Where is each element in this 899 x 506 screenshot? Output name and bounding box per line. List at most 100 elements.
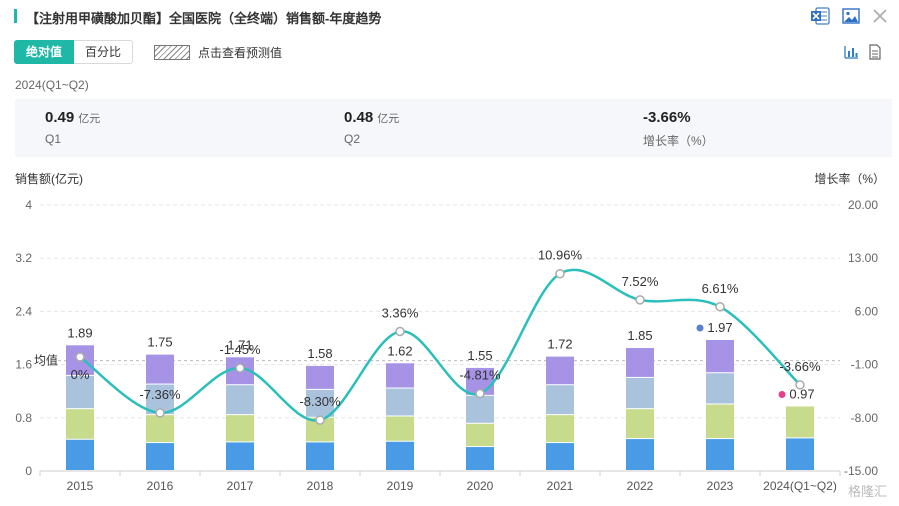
bar-segment — [386, 441, 414, 470]
bar-segment — [706, 373, 734, 404]
bar-total-label: 1.55 — [467, 348, 492, 363]
excel-icon[interactable] — [810, 7, 830, 25]
tab-absolute[interactable]: 绝对值 — [14, 40, 75, 64]
title-bar: 【注射用甲磺酸加贝酯】全国医院（全终端）销售额-年度趋势 — [0, 0, 899, 34]
y2-axis-title: 增长率（%） — [814, 172, 885, 186]
bar-segment — [546, 415, 574, 443]
summary-panel: 0.49 亿元 Q1 0.48 亿元 Q2 -3.66% 增长率（%） — [15, 99, 892, 157]
chart-plot: 0 0.8 1.6 2.4 3.2 4 -15.00 -8.00 -1.00 6.00 13.00 2… — [15, 198, 879, 493]
growth-point — [315, 415, 325, 425]
stat-q2-label: Q2 — [344, 132, 361, 146]
x-tick-label: 2018 — [307, 479, 334, 493]
growth-label: -7.36% — [139, 387, 181, 402]
legend-dot — [696, 324, 704, 332]
y2-tick-label: 13.00 — [848, 251, 878, 265]
stat-growth-label: 增长率（%） — [643, 134, 714, 148]
table-icon[interactable] — [867, 44, 883, 60]
bar-segment — [626, 409, 654, 439]
y2-tick-label: 20.00 — [848, 198, 878, 212]
stat-q2-unit: 亿元 — [377, 113, 400, 125]
bar-total-label: 0.97 — [789, 386, 814, 401]
stat-growth-value: -3.66% — [643, 109, 691, 126]
x-tick-label: 2017 — [227, 479, 254, 493]
bar-segment — [386, 363, 414, 388]
bar-segment — [306, 417, 334, 442]
stat-q1: 0.49 亿元 Q1 — [45, 109, 100, 146]
bar-segment — [226, 385, 254, 415]
legend-dot — [778, 390, 786, 398]
bar-segment — [466, 395, 494, 423]
bar-chart-icon[interactable] — [843, 44, 859, 60]
growth-label: 7.52% — [622, 274, 659, 289]
bar-segment — [786, 406, 814, 438]
y-tick-label: 4 — [25, 198, 32, 212]
bar-segment — [546, 356, 574, 385]
bar-total-label: 1.58 — [307, 346, 332, 361]
watermark: 格隆汇 — [847, 484, 887, 499]
bar-segment — [66, 409, 94, 439]
growth-label: -4.81% — [459, 368, 501, 383]
y-tick-label: 2.4 — [15, 304, 32, 318]
bar-segment — [386, 416, 414, 441]
y2-tick-label: -1.00 — [851, 358, 879, 372]
growth-point — [235, 363, 245, 373]
x-tick-label: 2020 — [467, 479, 494, 493]
bar-segment — [626, 439, 654, 470]
y2-tick-label: 6.00 — [855, 304, 879, 318]
growth-point — [475, 388, 485, 399]
stat-growth: -3.66% 增长率（%） — [643, 109, 714, 149]
growth-point — [795, 380, 805, 390]
bar-total-label: 1.85 — [627, 328, 652, 343]
image-icon[interactable] — [841, 7, 861, 25]
bar-segment — [706, 339, 734, 373]
period-label: 2024(Q1~Q2) — [15, 78, 89, 92]
growth-label: 3.36% — [382, 305, 419, 320]
growth-label: -1.45% — [219, 342, 261, 357]
bar-segment — [66, 375, 94, 409]
bar-segment — [626, 377, 654, 409]
growth-point — [155, 408, 165, 418]
x-tick-label: 2016 — [147, 479, 174, 493]
bar-segment — [306, 442, 334, 470]
x-tick-label: 2021 — [547, 479, 574, 493]
bar-segment — [146, 443, 174, 470]
page-title: 【注射用甲磺酸加贝酯】全国医院（全终端）销售额-年度趋势 — [26, 11, 382, 26]
bar-segment — [146, 354, 174, 384]
growth-label: -3.66% — [779, 359, 821, 374]
bar-segment — [306, 365, 334, 389]
stat-q1-value: 0.49 — [45, 109, 75, 126]
growth-label: -8.30% — [299, 394, 341, 409]
x-tick-label: 2024(Q1~Q2) — [763, 479, 837, 493]
bar-segment — [706, 439, 734, 470]
y-axis-title: 销售额(亿元) — [15, 172, 83, 186]
x-tick-label: 2022 — [627, 479, 654, 493]
stat-q1-unit: 亿元 — [78, 113, 101, 125]
growth-point — [635, 295, 645, 305]
tab-percent[interactable]: 百分比 — [74, 40, 134, 64]
growth-point — [555, 268, 565, 279]
bar-segment — [626, 347, 654, 377]
bar-segment — [546, 385, 574, 415]
average-label: 均值 — [34, 353, 58, 368]
bar-total-label: 1.97 — [707, 320, 732, 335]
growth-point — [75, 352, 85, 362]
y2-tick-label: -8.00 — [851, 411, 879, 425]
sales-trend-chart: 销售额(亿元) 增长率（%） 0 0.8 1.6 2.4 3.2 4 -15.00 -8.00… — [0, 160, 899, 506]
y-tick-label: 3.2 — [15, 251, 32, 265]
bar-segment — [546, 443, 574, 470]
bar-total-label: 1.71 — [227, 337, 252, 352]
bar-segment — [706, 404, 734, 439]
bar-segment — [66, 439, 94, 470]
bar-segment — [146, 415, 174, 443]
bar-segment — [466, 447, 494, 470]
x-tick-label: 2019 — [387, 479, 414, 493]
bar-total-label: 1.89 — [67, 325, 92, 340]
forecast-label: 点击查看预测值 — [198, 46, 283, 60]
forecast-toggle[interactable]: 点击查看预测值 — [154, 44, 282, 61]
bar-segment — [386, 388, 414, 416]
bar-total-label: 1.75 — [147, 335, 172, 350]
bar-total-label: 1.62 — [387, 343, 412, 358]
bar-segment — [786, 438, 814, 470]
close-icon[interactable] — [870, 7, 890, 25]
growth-label: 0% — [71, 367, 90, 382]
